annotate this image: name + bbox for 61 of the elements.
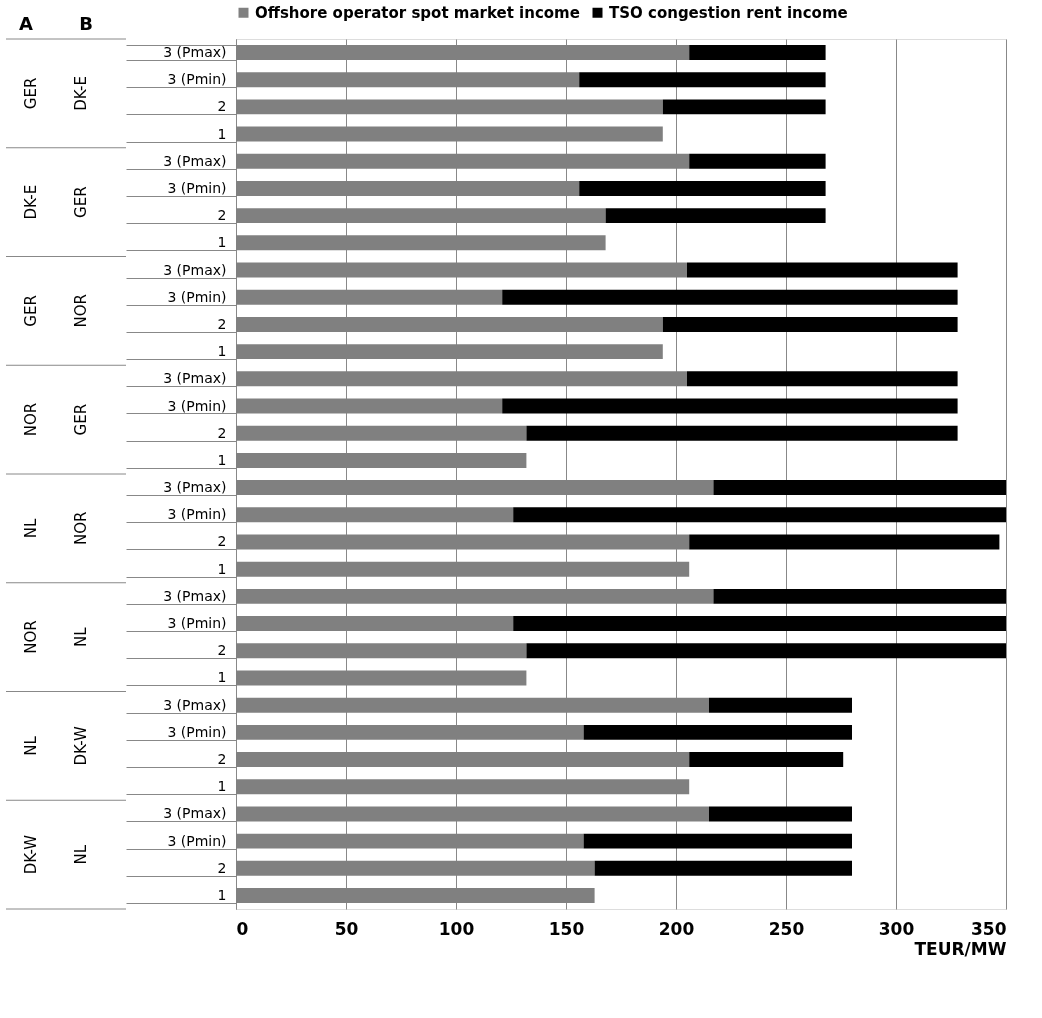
text: GER bbox=[22, 295, 40, 327]
y-tick-label: 3 (Pmin) bbox=[167, 723, 227, 740]
text: NOR bbox=[22, 402, 40, 437]
y-tick-label: 2 bbox=[217, 98, 227, 115]
y-tick-label: 2 bbox=[217, 751, 227, 768]
y-tick-label: 3 (Pmax) bbox=[163, 587, 227, 604]
y-tick-label: 3 (Pmin) bbox=[167, 288, 227, 305]
y-tick-label: 3 (Pmin) bbox=[167, 615, 227, 632]
y-tick-label: 1 bbox=[217, 560, 227, 577]
text: NL bbox=[72, 844, 90, 865]
y-tick-label: 2 bbox=[217, 642, 227, 659]
y-tick-label: 1 bbox=[217, 234, 227, 251]
y-tick-label: 3 (Pmax) bbox=[163, 261, 227, 278]
text: DK-E bbox=[22, 184, 40, 220]
y-tick-label: 3 (Pmin) bbox=[167, 832, 227, 849]
y-tick-label: 3 (Pmin) bbox=[167, 397, 227, 414]
x-axis-title: TEUR/MW bbox=[914, 938, 1007, 959]
y-tick-label: 2 bbox=[217, 859, 227, 876]
text: DK-W bbox=[22, 834, 40, 875]
text: NL bbox=[22, 735, 40, 756]
y-tick-label: 1 bbox=[217, 778, 227, 795]
x-tick-label: 350 bbox=[971, 918, 1007, 939]
text: GER bbox=[72, 186, 90, 218]
x-tick-label: 100 bbox=[438, 918, 475, 939]
text: DK-E bbox=[72, 76, 90, 111]
x-tick-label: 50 bbox=[334, 918, 359, 939]
y-tick-label: 2 bbox=[217, 207, 227, 224]
y-tick-label: 1 bbox=[217, 451, 227, 468]
text: NOR bbox=[72, 294, 90, 328]
text: B bbox=[79, 13, 93, 34]
x-tick-label: 300 bbox=[878, 918, 915, 939]
x-tick-label: 0 bbox=[236, 918, 249, 939]
y-tick-label: 1 bbox=[217, 343, 227, 360]
y-tick-label: 3 (Pmax) bbox=[163, 370, 227, 387]
y-tick-label: 3 (Pmax) bbox=[163, 805, 227, 822]
y-tick-label: 2 bbox=[217, 315, 227, 332]
text: NOR bbox=[72, 511, 90, 546]
y-tick-label: 3 (Pmin) bbox=[167, 506, 227, 523]
text: GER bbox=[22, 77, 40, 110]
text: NL bbox=[22, 517, 40, 539]
x-tick-label: 200 bbox=[658, 918, 695, 939]
y-tick-label: 1 bbox=[217, 887, 227, 904]
y-tick-label: 3 (Pmin) bbox=[167, 179, 227, 196]
y-tick-label: 3 (Pmax) bbox=[163, 479, 227, 496]
legend-label: Offshore operator spot market income bbox=[255, 3, 580, 22]
y-tick-label: 3 (Pmax) bbox=[163, 43, 227, 60]
text: NOR bbox=[22, 620, 40, 654]
y-tick-label: 3 (Pmax) bbox=[163, 152, 227, 169]
y-tick-label: 3 (Pmin) bbox=[167, 71, 227, 88]
y-tick-label: 2 bbox=[217, 533, 227, 550]
text: DK-W bbox=[72, 725, 90, 766]
text: GER bbox=[72, 403, 90, 436]
x-tick-label: 250 bbox=[768, 918, 805, 939]
text: A bbox=[19, 13, 34, 34]
legend-label: TSO congestion rent income bbox=[609, 3, 848, 22]
y-tick-label: 1 bbox=[217, 669, 227, 686]
y-tick-label: 2 bbox=[217, 424, 227, 441]
y-tick-label: 3 (Pmax) bbox=[163, 696, 227, 713]
x-tick-label: 150 bbox=[548, 918, 585, 939]
text: NL bbox=[72, 626, 90, 647]
y-tick-label: 1 bbox=[217, 125, 227, 142]
